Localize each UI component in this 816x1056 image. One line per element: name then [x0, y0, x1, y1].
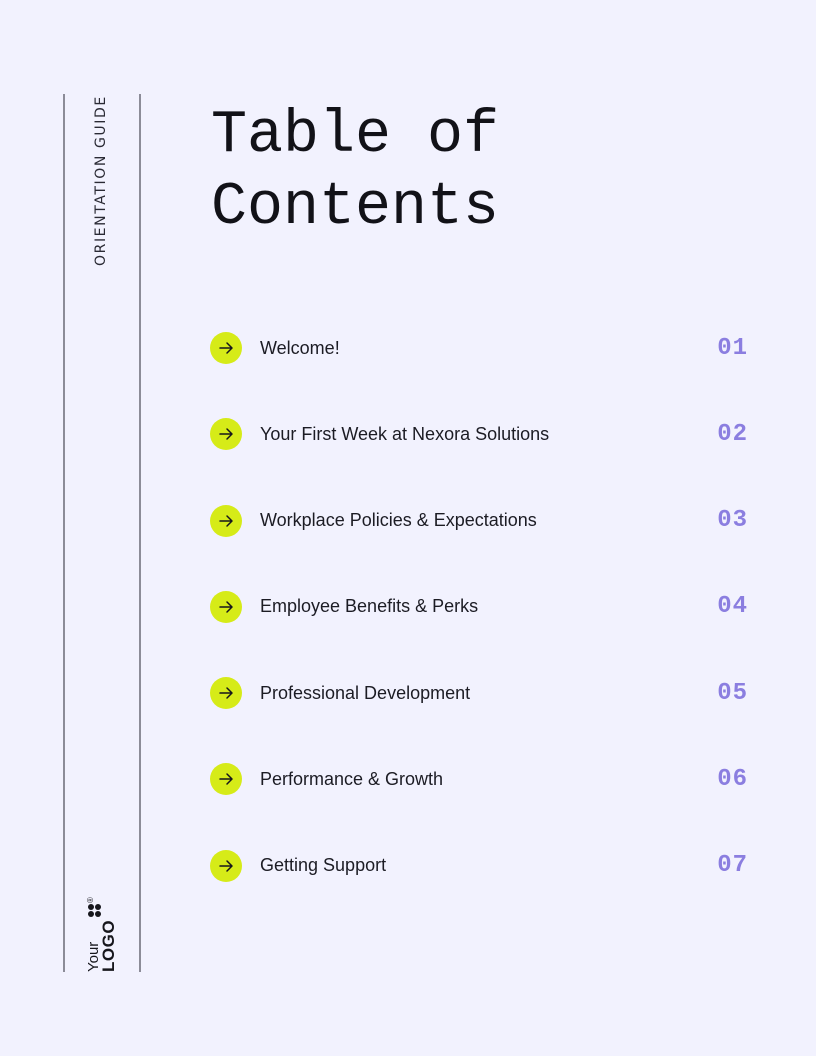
left-divider-line: [63, 94, 65, 972]
toc-item-number: 06: [717, 765, 748, 793]
side-label: ORIENTATION GUIDE: [93, 95, 109, 266]
toc-item-number: 02: [717, 420, 748, 448]
toc-item-label: Employee Benefits & Perks: [260, 596, 479, 617]
toc-item-number: 07: [717, 852, 748, 880]
toc-item-label: Professional Development: [260, 682, 471, 703]
arrow-right-icon: [210, 332, 242, 364]
toc-item-label: Getting Support: [260, 855, 387, 876]
toc-item-number: 01: [717, 334, 748, 362]
toc-item-number: 04: [717, 593, 748, 621]
page-title: Table of Contents: [211, 100, 631, 244]
toc-item-support[interactable]: Getting Support 07: [210, 844, 750, 888]
four-dot-logo-icon: [88, 903, 101, 917]
toc-item-number: 03: [717, 507, 748, 535]
arrow-right-icon: [210, 849, 242, 882]
page-title-line-1: Table of: [211, 102, 500, 170]
arrow-right-icon: [210, 590, 242, 623]
toc-item-policies[interactable]: Workplace Policies & Expectations 03: [210, 499, 750, 543]
table-of-contents: Welcome! 01 Your First Week at Nexora So…: [210, 326, 750, 930]
toc-item-benefits[interactable]: Employee Benefits & Perks 04: [210, 585, 750, 629]
page-title-line-2: Contents: [211, 174, 500, 242]
toc-item-first-week[interactable]: Your First Week at Nexora Solutions 02: [210, 412, 750, 456]
logo: Your LOGO ®: [85, 897, 118, 972]
logo-text-logo: LOGO: [99, 919, 118, 972]
arrow-right-icon: [210, 763, 242, 796]
toc-item-welcome[interactable]: Welcome! 01: [210, 326, 750, 370]
toc-item-label: Your First Week at Nexora Solutions: [260, 423, 550, 444]
toc-item-label: Welcome!: [260, 337, 340, 358]
toc-item-label: Workplace Policies & Expectations: [260, 510, 537, 531]
toc-item-development[interactable]: Professional Development 05: [210, 671, 750, 715]
arrow-right-icon: [210, 504, 242, 537]
toc-item-number: 05: [717, 679, 748, 707]
toc-item-label: Performance & Growth: [260, 768, 444, 789]
arrow-right-icon: [210, 677, 242, 710]
arrow-right-icon: [210, 418, 242, 451]
registered-mark: ®: [86, 897, 95, 903]
toc-item-performance[interactable]: Performance & Growth 06: [210, 757, 750, 801]
right-divider-line: [139, 94, 141, 972]
